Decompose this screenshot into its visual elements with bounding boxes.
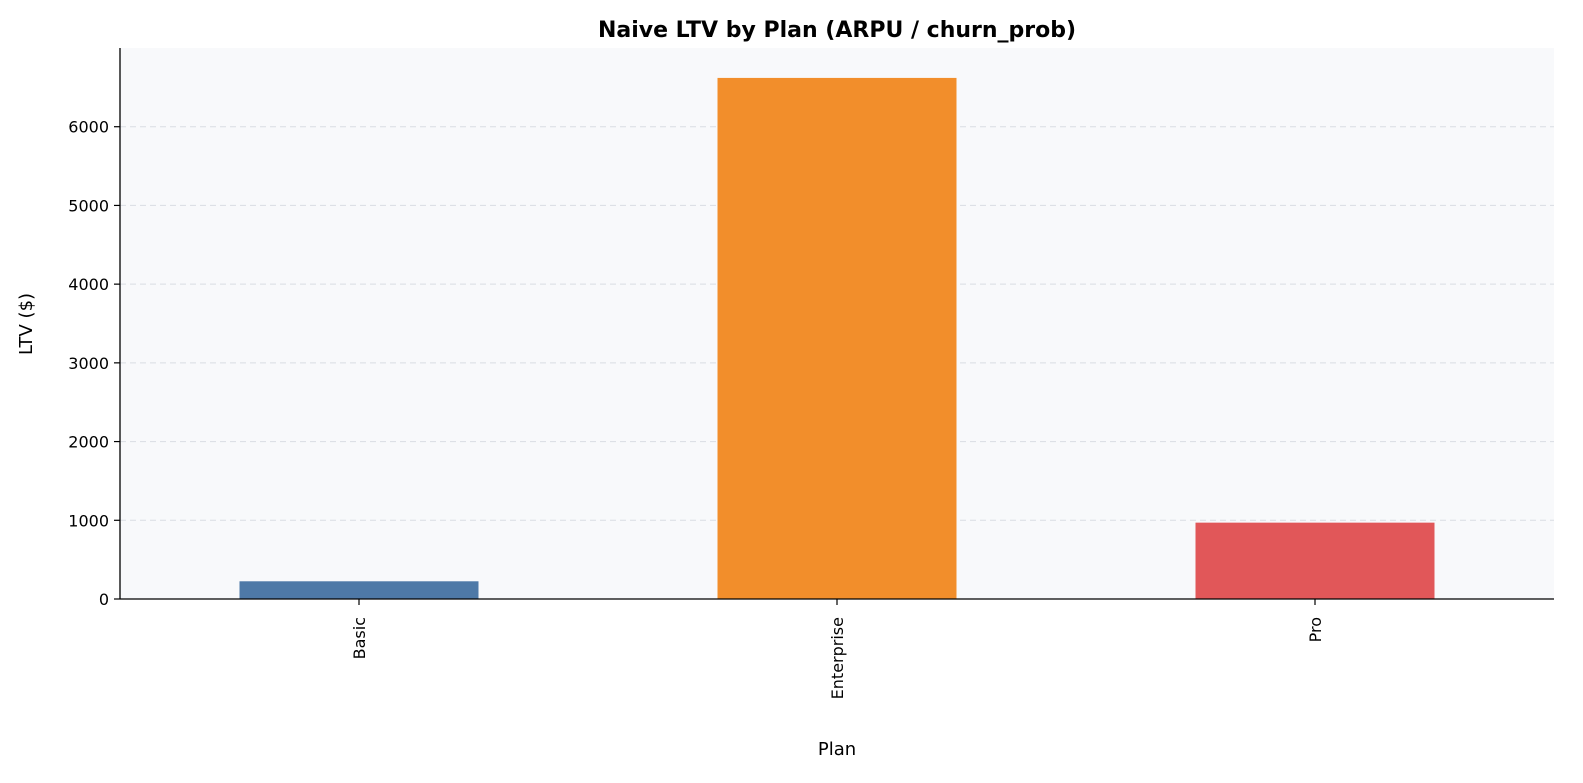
x-tick-label-basic: Basic [350,617,369,659]
y-tick-label: 0 [99,590,109,609]
y-axis-label: LTV ($) [16,293,37,355]
x-ticks: Basic Enterprise Pro [350,599,1325,699]
y-tick-label: 3000 [68,354,109,373]
bar-pro [1195,522,1435,599]
bar-enterprise [717,77,957,599]
chart-title: Naive LTV by Plan (ARPU / churn_prob) [598,18,1076,43]
bar-basic [239,581,479,599]
grid-layer [120,126,1554,521]
y-tick-label: 6000 [68,118,109,137]
y-tick-label: 1000 [68,511,109,530]
y-tick-label: 4000 [68,275,109,294]
x-axis-label: Plan [818,739,856,760]
y-tick-label: 5000 [68,196,109,215]
x-tick-label-enterprise: Enterprise [828,617,847,699]
bars-layer [239,77,1435,599]
x-tick-label-pro: Pro [1306,617,1325,642]
y-ticks: 0 1000 2000 3000 4000 5000 6000 [68,118,120,609]
y-tick-label: 2000 [68,433,109,452]
